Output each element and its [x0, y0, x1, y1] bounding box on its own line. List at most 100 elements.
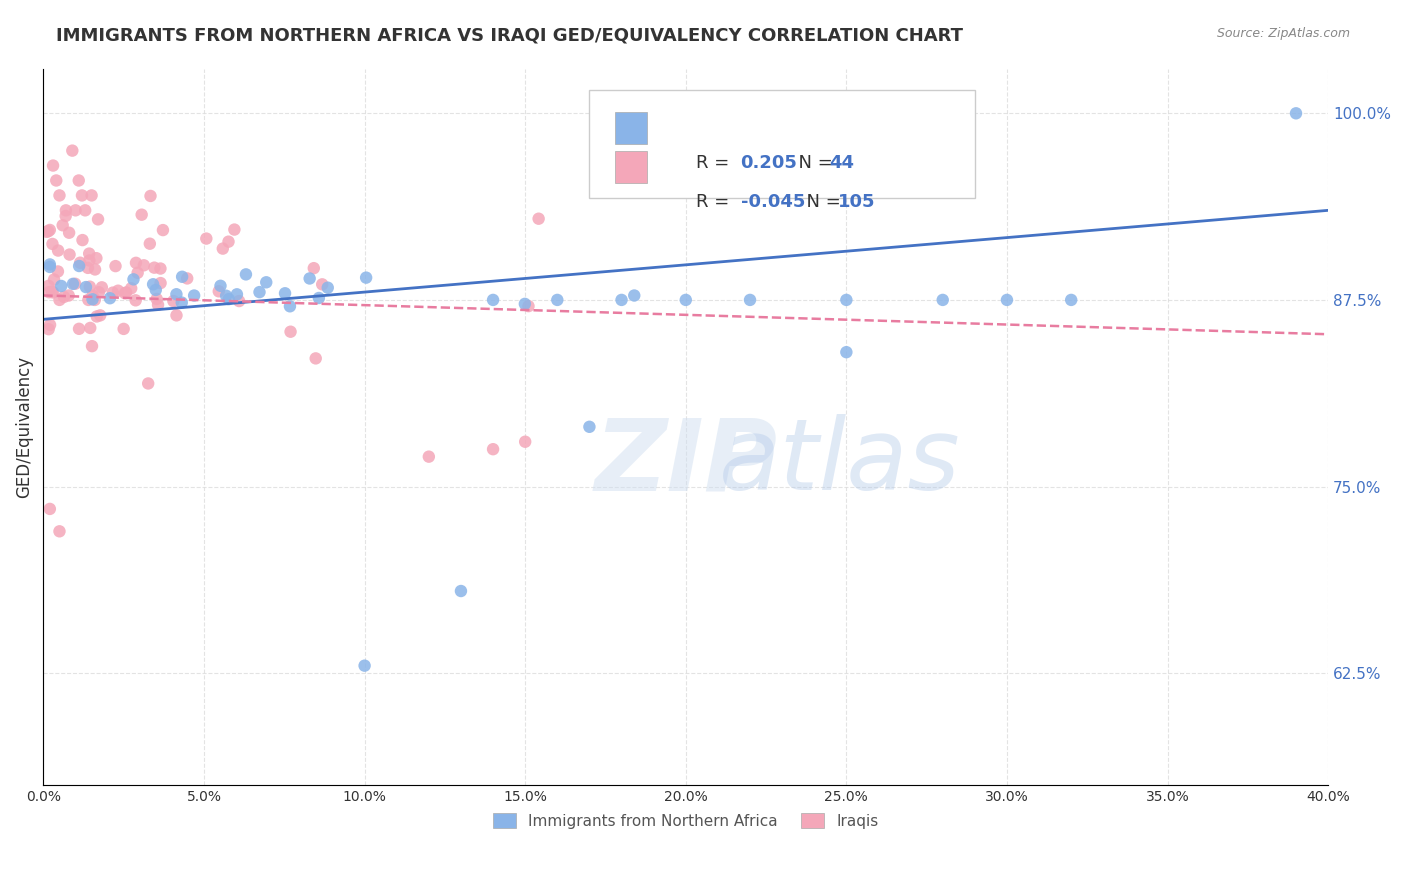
Immigrants from Northern Africa [482, 293, 505, 307]
Iraqis [127, 266, 149, 280]
Iraqis [311, 277, 333, 292]
Iraqis [305, 351, 328, 366]
Iraqis [79, 321, 101, 335]
Iraqis [208, 285, 231, 299]
FancyBboxPatch shape [614, 151, 647, 183]
Text: atlas: atlas [718, 414, 960, 511]
Immigrants from Northern Africa [546, 293, 568, 307]
Iraqis [120, 281, 142, 295]
Iraqis [83, 293, 105, 307]
Iraqis [527, 211, 550, 226]
Iraqis [146, 298, 169, 312]
Iraqis [77, 246, 100, 260]
Iraqis [80, 339, 103, 353]
Immigrants from Northern Africa [183, 288, 205, 302]
Text: 44: 44 [830, 154, 853, 172]
Text: Source: ZipAtlas.com: Source: ZipAtlas.com [1216, 27, 1350, 40]
Iraqis [42, 272, 65, 286]
Iraqis [82, 288, 104, 302]
Iraqis [302, 261, 325, 276]
FancyBboxPatch shape [589, 90, 974, 197]
Iraqis [48, 293, 70, 307]
Iraqis [38, 223, 60, 237]
Immigrants from Northern Africa [170, 295, 193, 310]
Immigrants from Northern Africa [278, 299, 301, 313]
Iraqis [124, 293, 146, 308]
Iraqis [52, 219, 75, 233]
Immigrants from Northern Africa [249, 285, 271, 299]
Text: IMMIGRANTS FROM NORTHERN AFRICA VS IRAQI GED/EQUIVALENCY CORRELATION CHART: IMMIGRANTS FROM NORTHERN AFRICA VS IRAQI… [56, 27, 963, 45]
Iraqis [70, 188, 93, 202]
Immigrants from Northern Africa [122, 272, 145, 286]
Iraqis [152, 223, 174, 237]
Immigrants from Northern Africa [308, 291, 330, 305]
Iraqis [58, 288, 80, 302]
Immigrants from Northern Africa [209, 278, 232, 293]
Iraqis [90, 280, 112, 294]
Iraqis [45, 173, 67, 187]
Immigrants from Northern Africa [995, 293, 1018, 307]
Iraqis [79, 253, 101, 268]
Iraqis [65, 203, 87, 218]
Text: ZIP: ZIP [595, 414, 778, 511]
Iraqis [60, 144, 83, 158]
Iraqis [63, 277, 86, 291]
Iraqis [38, 285, 60, 300]
Immigrants from Northern Africa [298, 271, 321, 285]
Immigrants from Northern Africa [215, 289, 238, 303]
Immigrants from Northern Africa [226, 287, 249, 301]
Iraqis [37, 224, 59, 238]
Iraqis [482, 442, 505, 457]
Iraqis [280, 325, 302, 339]
Immigrants from Northern Africa [67, 259, 90, 273]
Immigrants from Northern Africa [98, 291, 121, 305]
Iraqis [228, 294, 250, 309]
Iraqis [176, 271, 198, 285]
Iraqis [48, 524, 70, 539]
Immigrants from Northern Africa [738, 293, 761, 307]
Iraqis [418, 450, 440, 464]
Legend: Immigrants from Northern Africa, Iraqis: Immigrants from Northern Africa, Iraqis [486, 806, 884, 835]
Iraqis [136, 376, 159, 391]
Text: 0.205: 0.205 [741, 154, 797, 172]
Iraqis [58, 247, 80, 261]
Text: -0.045: -0.045 [741, 193, 804, 211]
Immigrants from Northern Africa [353, 658, 375, 673]
Iraqis [515, 434, 537, 449]
Iraqis [42, 159, 65, 173]
Iraqis [139, 189, 162, 203]
Immigrants from Northern Africa [274, 286, 297, 301]
Text: R =: R = [696, 154, 734, 172]
Immigrants from Northern Africa [835, 293, 858, 307]
Iraqis [211, 242, 233, 256]
Iraqis [38, 322, 60, 336]
Iraqis [162, 294, 184, 309]
Immigrants from Northern Africa [142, 277, 165, 292]
Text: R =: R = [696, 193, 734, 211]
Iraqis [86, 310, 108, 324]
Iraqis [77, 293, 100, 307]
Immigrants from Northern Africa [835, 345, 858, 359]
Iraqis [107, 284, 129, 298]
Iraqis [55, 209, 77, 223]
Iraqis [48, 188, 70, 202]
Iraqis [112, 322, 135, 336]
Iraqis [125, 256, 148, 270]
Text: N =: N = [796, 193, 846, 211]
Iraqis [41, 236, 63, 251]
Iraqis [84, 262, 107, 277]
Iraqis [80, 188, 103, 202]
Iraqis [38, 278, 60, 293]
Iraqis [114, 286, 136, 301]
Immigrants from Northern Africa [316, 281, 339, 295]
Iraqis [55, 203, 77, 218]
Text: N =: N = [787, 154, 838, 172]
Immigrants from Northern Africa [354, 270, 377, 285]
Immigrants from Northern Africa [1285, 106, 1308, 120]
Iraqis [89, 309, 111, 323]
Immigrants from Northern Africa [254, 275, 277, 289]
Iraqis [35, 225, 58, 239]
Immigrants from Northern Africa [38, 257, 60, 271]
Iraqis [224, 222, 246, 236]
Immigrants from Northern Africa [578, 419, 600, 434]
